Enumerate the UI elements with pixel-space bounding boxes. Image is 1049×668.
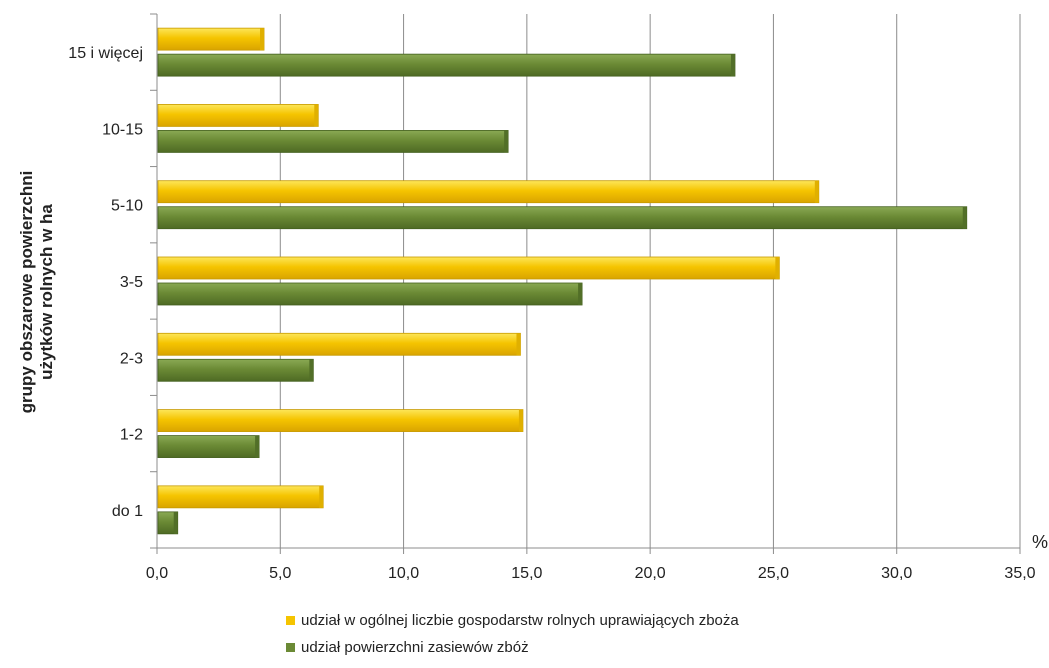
axes bbox=[150, 13, 1021, 554]
y-tick-label: do 1 bbox=[112, 503, 143, 520]
bar-end-cap bbox=[814, 180, 819, 203]
bar-end-cap bbox=[314, 104, 319, 127]
bar-end-cap bbox=[578, 283, 583, 305]
bar-end-cap bbox=[319, 485, 324, 508]
bars bbox=[157, 27, 968, 535]
x-tick-label: 0,0 bbox=[146, 565, 168, 582]
bar-farms-share bbox=[157, 104, 319, 127]
bar-farms-share bbox=[157, 256, 780, 280]
bar-area-share bbox=[157, 358, 314, 382]
x-tick-label: 30,0 bbox=[881, 565, 912, 582]
bar-end-cap bbox=[962, 206, 967, 229]
legend-swatch-green bbox=[286, 643, 295, 652]
bar-end-cap bbox=[260, 28, 265, 51]
gridlines bbox=[279, 14, 1021, 548]
bar-end-cap bbox=[730, 54, 735, 77]
bar-end-cap bbox=[775, 257, 780, 279]
x-tick-label: 25,0 bbox=[758, 565, 789, 582]
y-tick-label: 15 i więcej bbox=[68, 45, 143, 62]
x-tick-label: 35,0 bbox=[1004, 565, 1035, 582]
bar-farms-share bbox=[157, 27, 265, 51]
bar-area-share bbox=[157, 53, 736, 77]
y-tick-label: 3-5 bbox=[120, 274, 143, 291]
bar-area-share bbox=[157, 130, 509, 153]
bar-area-share bbox=[157, 435, 260, 458]
legend-item-farms-share: udział w ogólnej liczbie gospodarstw rol… bbox=[286, 607, 739, 634]
bar-farms-share bbox=[157, 180, 820, 204]
legend-item-area-share: udział powierzchni zasiewów zbóż bbox=[286, 634, 739, 661]
bar-end-cap bbox=[518, 409, 523, 432]
y-tick-label: 5-10 bbox=[111, 198, 143, 215]
unit-label: % bbox=[1032, 532, 1048, 552]
axis-labels: 0,0 5,0 10,0 15,0 20,0 25,0 30,0 35,0 do 1 1-2 2-3… bbox=[68, 45, 1035, 582]
bar-end-cap bbox=[173, 511, 178, 534]
bar-farms-share bbox=[157, 332, 521, 356]
legend-label-farms-share: udział w ogólnej liczbie gospodarstw rol… bbox=[301, 612, 739, 629]
bar-end-cap bbox=[255, 435, 260, 458]
y-tick-label: 1-2 bbox=[120, 427, 143, 444]
bar-end-cap bbox=[516, 333, 521, 356]
bar-farms-share bbox=[157, 409, 524, 432]
x-tick-label: 15,0 bbox=[511, 565, 542, 582]
bar-end-cap bbox=[504, 130, 509, 153]
y-tick-label: 2-3 bbox=[120, 350, 143, 367]
x-tick-label: 10,0 bbox=[388, 565, 419, 582]
bar-farms-share bbox=[157, 485, 324, 509]
y-axis-title-line1: grupy obszarowe powierzchni bbox=[17, 171, 36, 414]
legend: udział w ogólnej liczbie gospodarstw rol… bbox=[286, 607, 739, 661]
legend-swatch-yellow bbox=[286, 616, 295, 625]
bar-area-share bbox=[157, 206, 968, 230]
y-axis-title-line2: użytków rolnych w ha bbox=[37, 204, 56, 380]
bar-end-cap bbox=[309, 359, 314, 382]
x-tick-label: 20,0 bbox=[635, 565, 666, 582]
y-axis-title: grupy obszarowe powierzchni użytków roln… bbox=[17, 171, 56, 414]
bar-area-share bbox=[157, 282, 583, 306]
y-tick-label: 10-15 bbox=[102, 121, 143, 138]
legend-label-area-share: udział powierzchni zasiewów zbóż bbox=[301, 639, 529, 656]
x-tick-label: 5,0 bbox=[269, 565, 291, 582]
